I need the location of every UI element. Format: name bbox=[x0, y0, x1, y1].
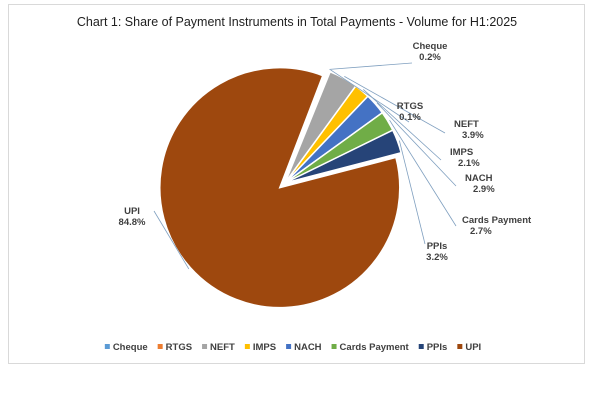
legend-swatch-neft bbox=[202, 344, 208, 349]
legend-swatch-rtgs bbox=[157, 344, 163, 349]
data-label-name-imps: IMPS bbox=[450, 147, 473, 158]
chart-title: Chart 1: Share of Payment Instruments in… bbox=[77, 15, 517, 29]
leader-line-neft bbox=[344, 76, 446, 134]
legend-item-cheque: Cheque bbox=[113, 342, 148, 353]
legend-item-nach: NACH bbox=[294, 342, 322, 353]
data-label-value-nach: 2.9% bbox=[473, 184, 495, 195]
data-label-value-cards-payment: 2.7% bbox=[470, 226, 492, 237]
data-label-value-rtgs: 0.1% bbox=[399, 112, 421, 123]
data-label-name-cards-payment: Cards Payment bbox=[462, 215, 532, 226]
legend-swatch-cards-payment bbox=[331, 344, 337, 349]
leader-line-cheque bbox=[329, 62, 413, 70]
legend-item-upi: UPI bbox=[465, 342, 481, 353]
data-label-name-upi: UPI bbox=[124, 206, 140, 217]
data-label-value-ppis: 3.2% bbox=[426, 252, 448, 263]
leader-line-rtgs bbox=[330, 69, 410, 123]
data-label-name-rtgs: RTGS bbox=[397, 101, 423, 112]
leader-line-upi bbox=[153, 210, 190, 270]
legend-item-rtgs: RTGS bbox=[166, 342, 192, 353]
leader-line-imps bbox=[363, 89, 442, 161]
pie-slice-upi bbox=[159, 66, 401, 309]
legend-item-cards-payment: Cards Payment bbox=[340, 342, 410, 353]
legend-item-imps: IMPS bbox=[253, 342, 276, 353]
legend-item-ppis: PPIs bbox=[427, 342, 448, 353]
data-label-value-neft: 3.9% bbox=[462, 130, 484, 141]
legend-item-neft: NEFT bbox=[210, 342, 235, 353]
chart-frame: Chart 1: Share of Payment Instruments in… bbox=[8, 4, 585, 364]
legend-swatch-cheque bbox=[104, 344, 110, 349]
leader-line-cards-payment bbox=[389, 119, 457, 227]
legend-swatch-nach bbox=[286, 344, 292, 349]
pie-slice-ppis bbox=[284, 129, 403, 184]
leader-line-nach bbox=[376, 102, 457, 187]
data-label-name-neft: NEFT bbox=[454, 119, 479, 130]
data-label-value-imps: 2.1% bbox=[458, 158, 480, 169]
pie-chart: Chart 1: Share of Payment Instruments in… bbox=[77, 15, 532, 353]
data-label-value-cheque: 0.2% bbox=[419, 52, 441, 63]
legend-swatch-ppis bbox=[418, 344, 424, 349]
data-label-value-upi: 84.8% bbox=[119, 217, 146, 228]
leader-line-ppis bbox=[398, 140, 426, 245]
legend-swatch-upi bbox=[457, 344, 463, 349]
data-label-name-ppis: PPIs bbox=[427, 241, 448, 252]
data-label-name-nach: NACH bbox=[465, 173, 493, 184]
data-label-name-cheque: Cheque bbox=[413, 41, 448, 52]
legend-swatch-imps bbox=[244, 344, 250, 349]
